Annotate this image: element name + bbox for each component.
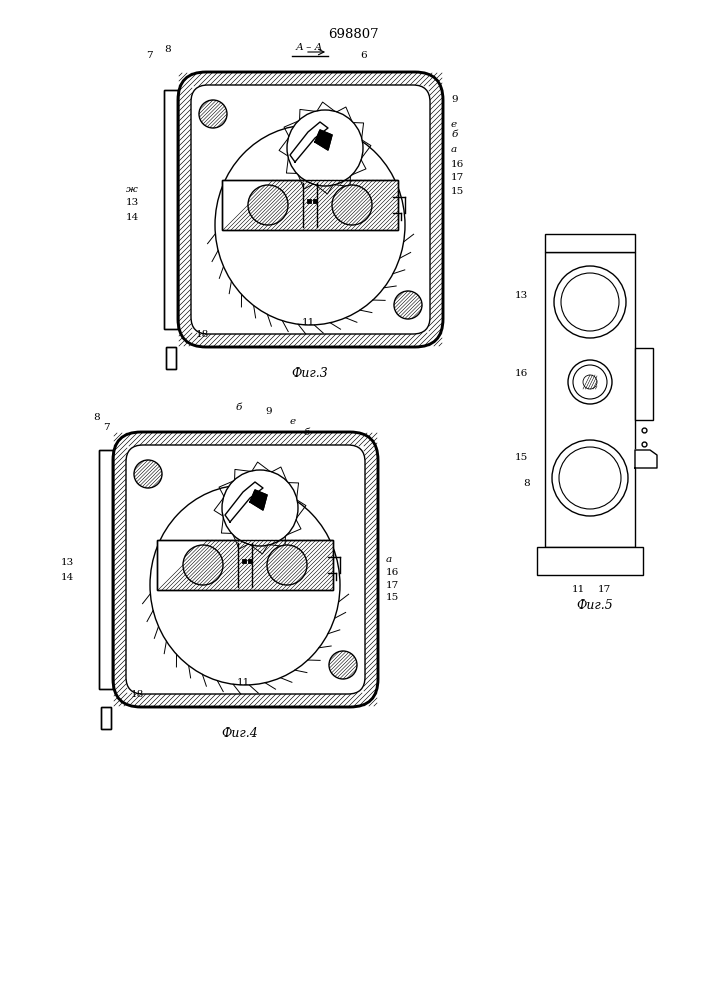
Text: Фиг.4: Фиг.4 (221, 727, 258, 740)
Polygon shape (250, 490, 267, 510)
Text: 15: 15 (515, 453, 528, 462)
Bar (222, 180, 398, 230)
Circle shape (248, 185, 288, 225)
Text: 17: 17 (598, 585, 612, 594)
Bar (166, 347, 176, 369)
Text: 17: 17 (386, 581, 399, 590)
Bar (157, 540, 333, 590)
Ellipse shape (215, 125, 405, 325)
Bar (164, 90, 178, 329)
Bar (307, 199, 311, 203)
Bar (222, 180, 398, 230)
Text: 698807: 698807 (327, 28, 378, 41)
FancyBboxPatch shape (178, 72, 443, 347)
Polygon shape (290, 122, 328, 162)
Text: б: б (235, 403, 241, 412)
Text: 14: 14 (126, 213, 139, 222)
Circle shape (183, 545, 223, 585)
Bar (545, 234, 635, 252)
Circle shape (568, 360, 612, 404)
Text: а: а (451, 145, 457, 154)
Text: 13: 13 (515, 291, 528, 300)
Circle shape (199, 100, 227, 128)
Text: 8: 8 (523, 479, 530, 488)
Text: 7: 7 (103, 423, 110, 432)
FancyBboxPatch shape (113, 432, 378, 707)
Bar (99, 450, 113, 689)
Text: 11: 11 (302, 318, 315, 327)
Text: 15: 15 (451, 187, 464, 196)
Circle shape (554, 266, 626, 338)
Text: е: е (290, 417, 296, 426)
Bar (99, 450, 113, 689)
Circle shape (329, 651, 357, 679)
Circle shape (573, 365, 607, 399)
Bar (545, 252, 635, 547)
Text: 9: 9 (265, 407, 271, 416)
Polygon shape (635, 450, 657, 468)
Bar (242, 559, 246, 563)
Circle shape (134, 460, 162, 488)
Text: 16: 16 (451, 160, 464, 169)
Text: 17: 17 (451, 173, 464, 182)
Ellipse shape (150, 485, 340, 685)
Text: 11: 11 (237, 678, 250, 687)
Text: 15: 15 (386, 593, 399, 602)
Text: б: б (303, 428, 310, 437)
Text: 13: 13 (126, 198, 139, 207)
Circle shape (287, 110, 363, 186)
Bar (248, 559, 252, 563)
Text: е: е (451, 120, 457, 129)
Bar (166, 347, 176, 369)
Text: б: б (451, 130, 457, 139)
Bar (157, 540, 333, 590)
Polygon shape (225, 482, 263, 522)
Circle shape (394, 291, 422, 319)
Bar (164, 90, 178, 329)
Circle shape (222, 470, 298, 546)
Bar (101, 707, 111, 729)
FancyBboxPatch shape (191, 85, 430, 334)
Text: 14: 14 (61, 573, 74, 582)
Text: Фиг.3: Фиг.3 (291, 367, 328, 380)
Text: ж: ж (126, 185, 138, 194)
Bar (313, 199, 317, 203)
Text: 8: 8 (93, 413, 100, 422)
Polygon shape (315, 130, 332, 150)
FancyBboxPatch shape (126, 445, 365, 694)
Text: 7: 7 (146, 51, 153, 60)
Circle shape (267, 545, 307, 585)
Circle shape (561, 273, 619, 331)
Circle shape (552, 440, 628, 516)
Circle shape (332, 185, 372, 225)
Text: 16: 16 (515, 369, 528, 378)
Bar (537, 547, 643, 575)
Bar (635, 348, 653, 420)
Text: 9: 9 (451, 95, 457, 104)
Text: 18: 18 (196, 330, 209, 339)
Circle shape (559, 447, 621, 509)
Text: 13: 13 (61, 558, 74, 567)
Text: а: а (386, 555, 392, 564)
Text: 8: 8 (164, 45, 170, 54)
Text: 11: 11 (572, 585, 585, 594)
Text: Фиг.5: Фиг.5 (577, 599, 614, 612)
Text: 18: 18 (131, 690, 144, 699)
Text: 6: 6 (360, 51, 367, 60)
Bar (101, 707, 111, 729)
Text: 16: 16 (386, 568, 399, 577)
Text: А – А: А – А (296, 43, 324, 52)
